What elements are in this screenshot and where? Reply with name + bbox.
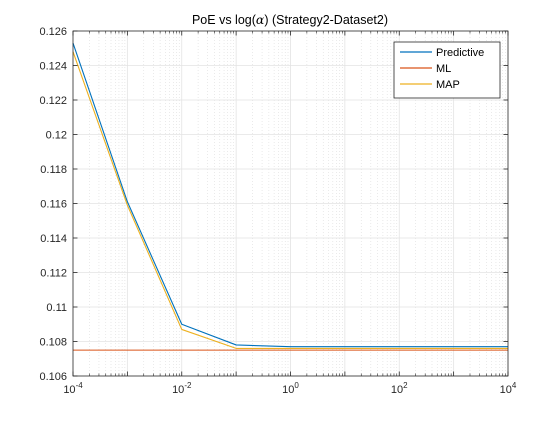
legend-label-map: MAP [436, 79, 460, 91]
chart-title-prefix: PoE vs log( [192, 13, 257, 27]
y-tick-label: 0.118 [40, 164, 67, 176]
y-tick-label: 0.116 [40, 199, 67, 211]
y-tick-label: 0.124 [39, 61, 67, 73]
x-tick-label: 10-2 [172, 381, 192, 396]
x-tick-base: 10 [282, 384, 294, 396]
y-tick-label: 0.112 [40, 268, 67, 280]
legend-label-ml: ML [436, 63, 451, 75]
x-tick-label: 10-4 [63, 381, 83, 396]
x-tick-label: 104 [500, 381, 517, 396]
x-tick-exponent: -2 [184, 381, 192, 390]
chart-title: PoE vs log(α) (Strategy2-Dataset2) [192, 12, 388, 27]
x-tick-base: 10 [391, 384, 403, 396]
y-tick-label: 0.11 [46, 302, 67, 314]
y-tick-label: 0.126 [39, 26, 67, 38]
y-tick-label: 0.106 [39, 371, 67, 383]
x-tick-base: 10 [63, 384, 75, 396]
x-tick-base: 10 [172, 384, 184, 396]
x-tick-exponent: 4 [512, 381, 517, 390]
series-line-predictive [72, 42, 508, 348]
y-tick-label: 0.122 [39, 95, 67, 107]
legend: Predictive ML MAP [393, 41, 501, 99]
legend-box [393, 41, 501, 99]
x-tick-label: 100 [282, 381, 299, 396]
y-tick-label: 0.12 [46, 130, 67, 142]
chart-title-suffix: ) (Strategy2-Dataset2) [264, 13, 388, 27]
x-tick-exponent: 0 [294, 381, 299, 390]
y-tick-label: 0.114 [40, 233, 67, 245]
chart-title-alpha: α [256, 12, 265, 27]
x-tick-exponent: -4 [76, 381, 84, 390]
x-tick-label: 102 [391, 381, 408, 396]
legend-label-predictive: Predictive [436, 47, 484, 59]
series-line-map [72, 51, 508, 349]
y-tick-label: 0.108 [39, 337, 67, 349]
x-tick-base: 10 [500, 384, 512, 396]
x-tick-exponent: 2 [403, 381, 408, 390]
